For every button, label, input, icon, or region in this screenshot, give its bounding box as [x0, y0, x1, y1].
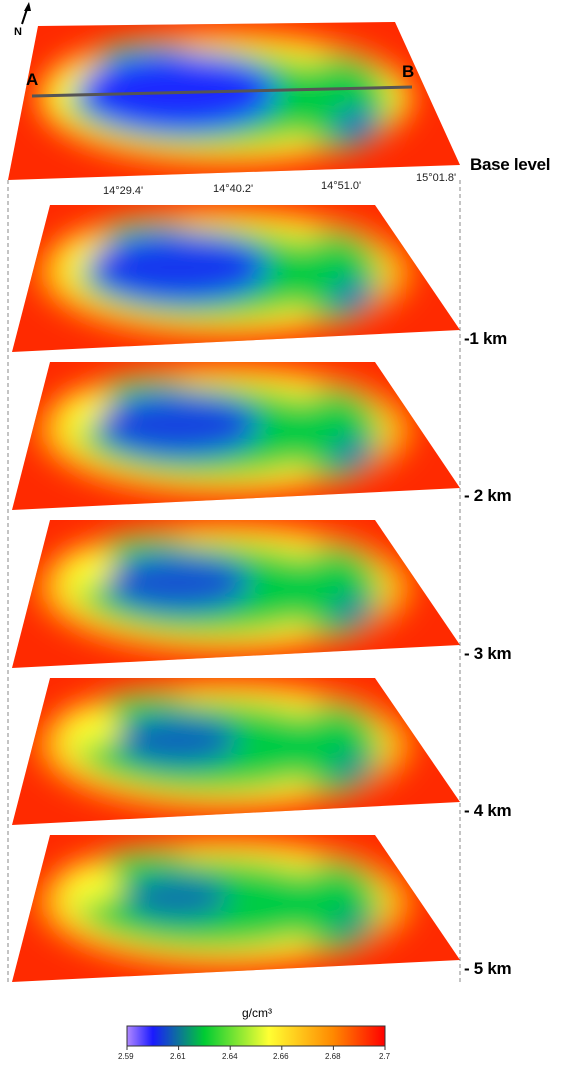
colorbar-tick-1: 2.59	[118, 1052, 134, 1061]
density-slice-3	[12, 520, 460, 668]
density-slice-5	[12, 835, 460, 982]
density-slice-2	[12, 362, 460, 510]
colorbar-ticks	[126, 1046, 386, 1050]
north-label: N	[14, 26, 22, 38]
north-arrow-icon	[21, 2, 31, 25]
level-label-1km: -1 km	[464, 329, 507, 348]
colorbar-tick-3: 2.64	[222, 1052, 238, 1061]
density-slice-0	[8, 22, 460, 180]
level-label-4km: - 4 km	[464, 801, 512, 820]
longitude-label-4: 15°01.8'	[416, 172, 457, 184]
colorbar-tick-4: 2.66	[273, 1052, 289, 1061]
colorbar-tick-5: 2.68	[325, 1052, 341, 1061]
colorbar-tick-6: 2.7	[379, 1052, 391, 1061]
colorbar	[126, 1025, 386, 1047]
level-label-2km: - 2 km	[464, 486, 512, 505]
longitude-label-3: 14°51.0'	[321, 180, 362, 192]
density-slice-4	[12, 678, 460, 825]
level-label-base: Base level	[470, 155, 551, 174]
longitude-label-1: 14°29.4'	[103, 185, 144, 197]
profile-start-label: A	[26, 70, 39, 89]
density-slices	[8, 22, 460, 982]
level-label-3km: - 3 km	[464, 644, 512, 663]
level-label-5km: - 5 km	[464, 959, 512, 978]
density-slice-1	[12, 205, 460, 352]
colorbar-unit: g/cm³	[242, 1006, 272, 1020]
longitude-label-2: 14°40.2'	[213, 183, 254, 195]
profile-line-a-b	[31, 85, 413, 98]
colorbar-tick-2: 2.61	[170, 1052, 186, 1061]
profile-end-label: B	[402, 62, 415, 81]
